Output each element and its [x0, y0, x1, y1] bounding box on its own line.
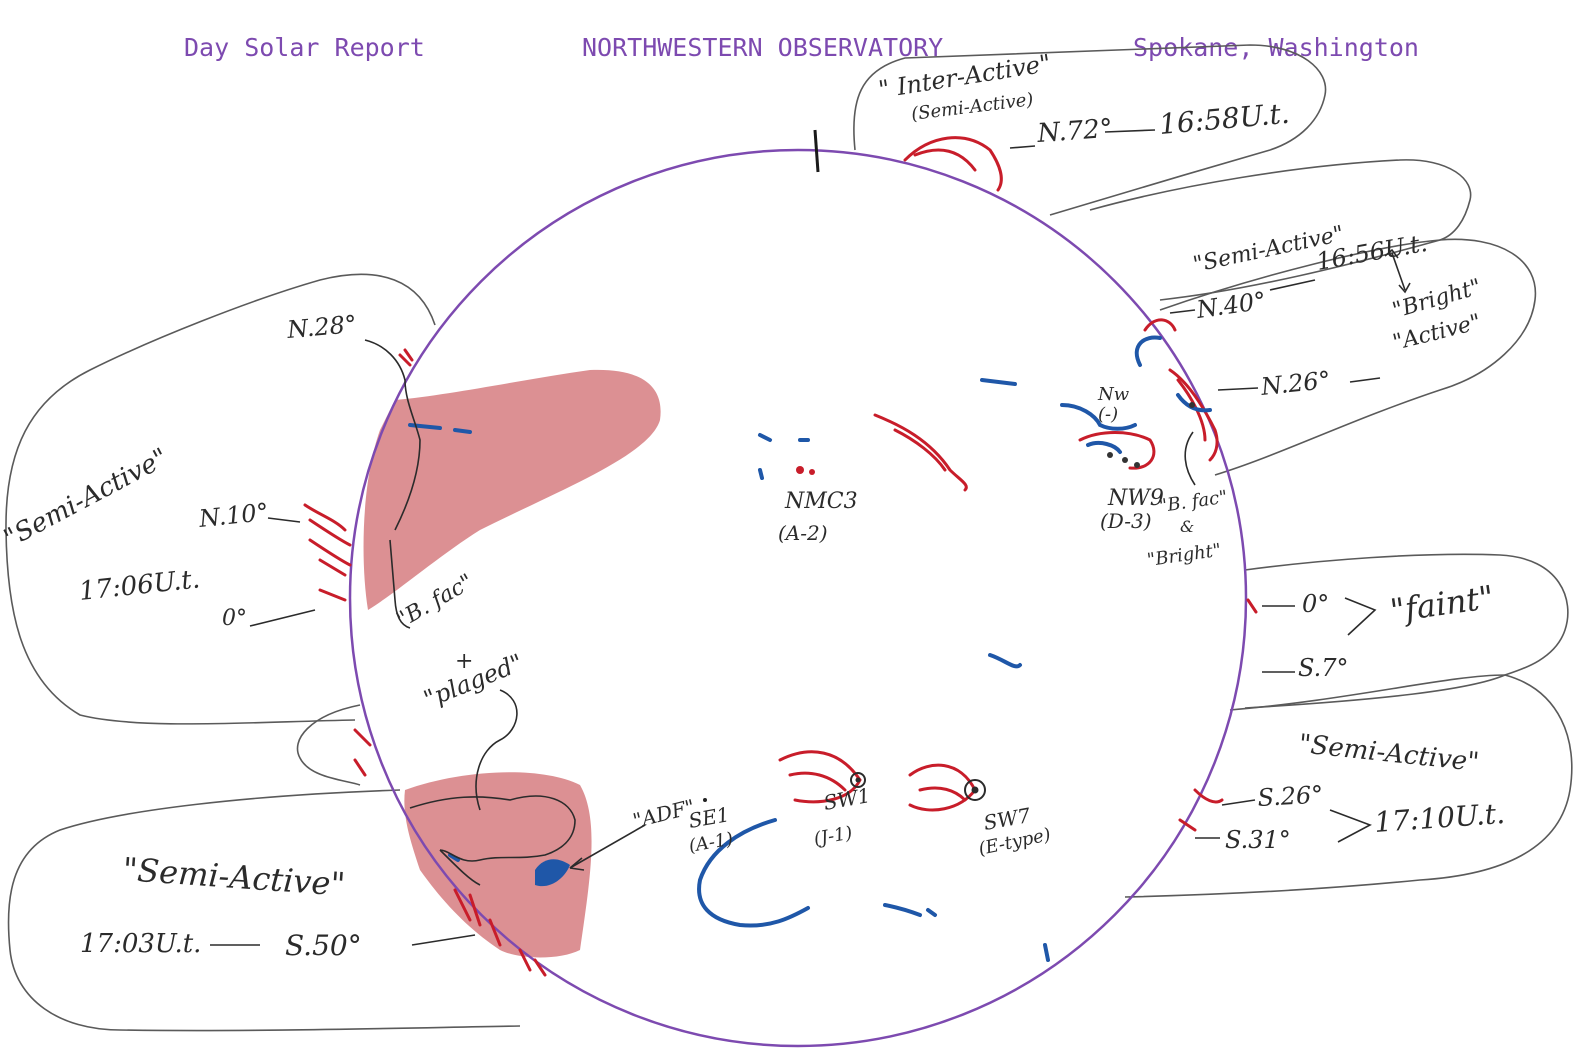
sunspots [703, 402, 1195, 802]
leader-lines [210, 129, 1411, 946]
header-observatory: NORTHWESTERN OBSERVATORY [582, 33, 943, 62]
solar-disk-limb [348, 148, 1248, 1048]
spot-nmc3-b [809, 469, 815, 475]
annotation-balloons [5, 44, 1573, 1032]
right-faint-desc: "faint" [1388, 578, 1496, 630]
label-nmc3: NMC3 [784, 489, 858, 514]
prominence-n28 [398, 348, 414, 367]
spot-sw7-penumbra [964, 779, 986, 801]
red-features [303, 136, 1258, 977]
spot-n26 [1189, 402, 1195, 408]
annotations: " Inter-Active" (Semi-Active) N.72° 16:5… [0, 49, 1506, 962]
filament-upper [980, 378, 1017, 386]
prominence-n10 [303, 503, 352, 602]
lower-left-status: "Semi-Active" [121, 850, 346, 903]
prominence-n72 [903, 136, 1003, 192]
label-plus-left: + [455, 649, 473, 674]
label-bright-right: "Bright" [1146, 540, 1223, 571]
balloon-lower-left [7, 704, 521, 1032]
label-nmc3-class: (A-2) [778, 521, 828, 545]
label-sw1: SW1 [822, 783, 872, 815]
lower-right-lat1: S.26° [1257, 781, 1324, 812]
north-tick [813, 129, 820, 173]
right-faint-lat2: S.7° [1298, 654, 1348, 682]
bright-arrow [1391, 252, 1406, 291]
prominence-s50 [453, 888, 547, 977]
prominence-n40 [1143, 318, 1177, 332]
plage-center-streak [873, 413, 968, 492]
filament-center-a [758, 433, 772, 442]
header-report-title: Day Solar Report [184, 33, 425, 62]
spot-nmc3-a [796, 466, 804, 474]
left-lat-0: 0° [222, 606, 247, 631]
label-nw: Nw [1097, 384, 1130, 405]
filament-se-arc [697, 818, 810, 928]
balloon-top [853, 44, 1327, 216]
spot-nw9-c [1134, 462, 1140, 468]
plage-lower-left [404, 772, 592, 958]
balloon-upper-right [1089, 159, 1472, 301]
lower-left-lat: S.50° [285, 929, 362, 962]
label-nw9: NW9 [1107, 486, 1164, 511]
spot-se1 [703, 798, 707, 802]
plage-nw9 [1078, 431, 1156, 470]
label-nw-class: (-) [1098, 404, 1118, 425]
spot-sw7-umbra [971, 786, 979, 794]
adf-arrow [569, 824, 646, 869]
prominence-s26 [1193, 788, 1224, 804]
balloon-right-bright [1159, 238, 1537, 476]
filament-sw [988, 653, 1022, 669]
spot-sw1-penumbra [850, 772, 866, 788]
balloon-left [5, 273, 436, 725]
spot-nw9-a [1107, 452, 1113, 458]
prominence-0deg [1246, 598, 1258, 614]
lower-left-time: 17:03U.t. [80, 929, 201, 959]
label-bfac-right: "B. fac" [1158, 487, 1229, 517]
blue-filaments [408, 335, 1212, 962]
upper-right-lat: N.40° [1194, 287, 1268, 325]
balloon-lower-right [1124, 674, 1573, 898]
filament-n40 [1134, 335, 1162, 367]
plage-regions [363, 369, 661, 958]
prominence-s31 [1178, 818, 1197, 832]
spot-sw1-umbra [855, 777, 861, 783]
filament-adf [535, 859, 570, 887]
top-time: 16:58U.t. [1158, 97, 1291, 141]
lower-right-status: "Semi-Active" [1297, 729, 1480, 778]
spot-nw9-b [1122, 457, 1128, 463]
label-sw1-class: (J-1) [812, 823, 854, 850]
lower-right-time: 17:10U.t. [1373, 797, 1506, 839]
filament-lower [883, 903, 937, 917]
top-lat: N.72° [1035, 114, 1113, 149]
left-lat-n10: N.10° [197, 498, 270, 533]
plaged-arrow [475, 689, 518, 811]
right-bright-lat: N.26° [1259, 366, 1332, 401]
left-lat-n28: N.28° [285, 310, 358, 344]
left-status: "Semi-Active" [0, 443, 173, 554]
label-se1-class: (A-1) [687, 829, 735, 857]
lower-right-lat2: S.31° [1225, 826, 1291, 854]
label-amp-right: & [1180, 517, 1194, 536]
left-time: 17:06U.t. [78, 564, 202, 607]
right-faint-lat1: 0° [1302, 590, 1329, 618]
prominence-left-low [353, 728, 372, 777]
balloon-right-faint [1244, 553, 1569, 709]
label-nw9-class: (D-3) [1100, 509, 1152, 533]
prominence-n26 [1168, 368, 1219, 462]
plage-left-large [363, 369, 661, 610]
filament-nw [1060, 403, 1137, 431]
